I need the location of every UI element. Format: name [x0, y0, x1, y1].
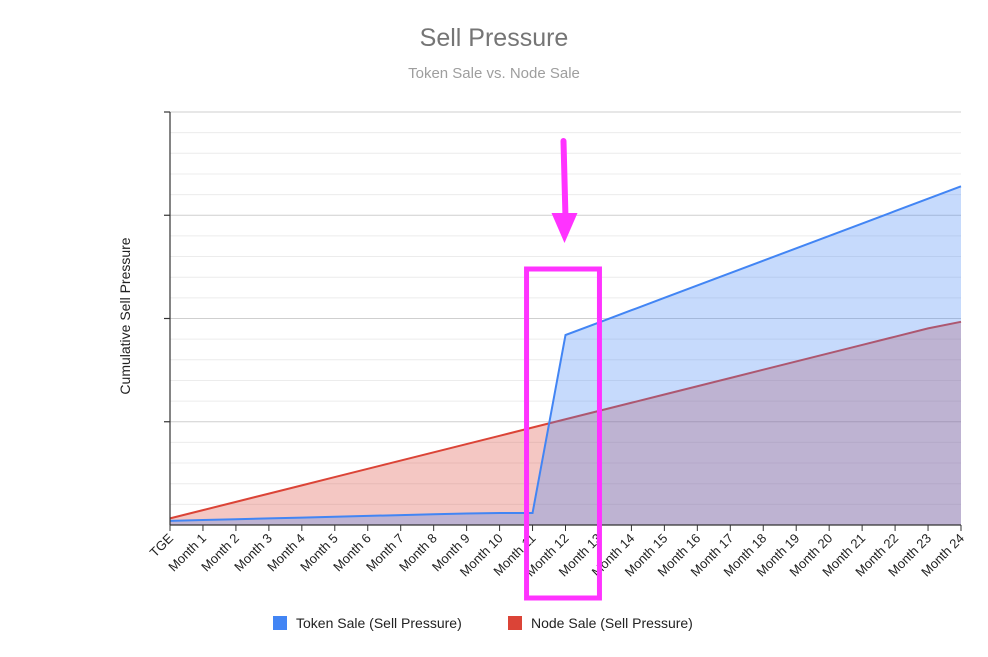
series-area-0 [170, 186, 961, 525]
series-line-1 [169, 320, 962, 520]
annotation-arrow-head [551, 213, 578, 243]
series-area-1 [170, 321, 961, 525]
series-areas [169, 185, 962, 525]
chart-title: Sell Pressure [420, 24, 569, 52]
annotations [524, 138, 602, 601]
annotation-highlight-box [524, 266, 602, 601]
legend-swatch [508, 616, 522, 630]
legend-swatch [273, 616, 287, 630]
x-tick-label: TGE [147, 530, 177, 560]
annotation-arrow-shaft [560, 138, 569, 221]
legend-label: Node Sale (Sell Pressure) [531, 615, 693, 631]
axes [164, 111, 962, 531]
legend: Token Sale (Sell Pressure) Node Sale (Sel… [273, 615, 693, 631]
series-line-0 [169, 185, 962, 522]
y-axis-label: Cumulative Sell Pressure [117, 237, 133, 394]
chart-subtitle: Token Sale vs. Node Sale [408, 65, 580, 82]
legend-label: Token Sale (Sell Pressure) [296, 615, 462, 631]
